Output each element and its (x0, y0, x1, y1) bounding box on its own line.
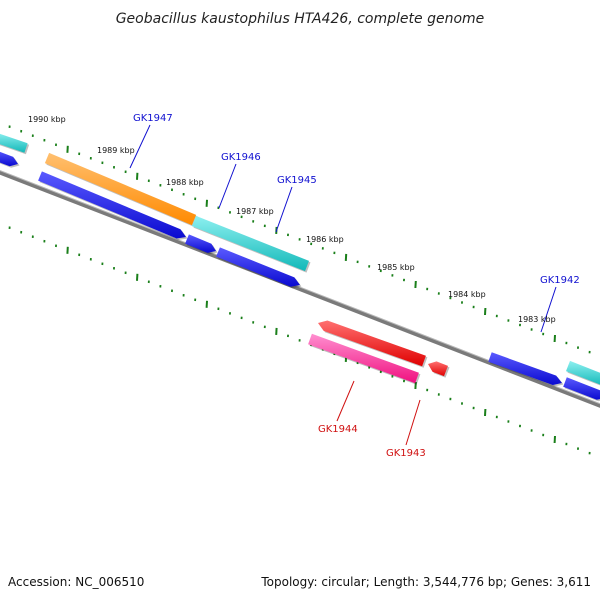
genome-backbone (0, 170, 600, 408)
gene-label-gk1945: GK1945 (277, 175, 317, 186)
cds-blue-arrow (185, 234, 218, 255)
kbp-label: 1987 kbp (236, 207, 274, 216)
cds-blue-arrow (563, 377, 600, 402)
kbp-label: 1989 kbp (97, 146, 135, 155)
cds-blue-arrow (38, 171, 188, 240)
cds-blue-arrow (216, 247, 302, 289)
cds-blue-arrow (488, 352, 564, 387)
feature-track (0, 133, 600, 402)
inner-tick-track (8, 226, 591, 455)
gene-label-gk1942: GK1942 (540, 275, 580, 286)
accession-label: Accession: NC_006510 (8, 575, 144, 589)
gene-label-gk1946: GK1946 (221, 152, 261, 163)
red-feature-gk1944 (318, 320, 428, 368)
callout-line (218, 163, 237, 209)
kbp-label: 1985 kbp (377, 263, 415, 272)
red-feature-small (428, 361, 450, 378)
outer-tick-track (8, 125, 591, 354)
kbp-label: 1986 kbp (306, 235, 344, 244)
kbp-label: 1984 kbp (448, 290, 486, 299)
gene-label-gk1943: GK1943 (386, 448, 426, 459)
map-title: Geobacillus kaustophilus HTA426, complet… (116, 11, 485, 27)
pink-feature-gk1943 (308, 333, 421, 385)
callout-line (336, 380, 355, 422)
kbp-label: 1990 kbp (28, 115, 66, 124)
orange-feature-gk1947 (44, 152, 198, 227)
cyan-feature-gk1946 (192, 215, 311, 273)
kbp-scale-labels: 1990 kbp 1989 kbp 1988 kbp 1987 kbp 1986 kbp… (28, 115, 556, 324)
gene-label-gk1944: GK1944 (318, 424, 358, 435)
cyan-feature-gk1942 (566, 360, 600, 386)
gene-label-gk1947: GK1947 (133, 113, 173, 124)
gene-callouts: GK1947 GK1946 GK1945 GK1942 GK1944 GK1943 (129, 113, 580, 459)
callout-line (405, 399, 421, 446)
kbp-label: 1988 kbp (166, 178, 204, 187)
callout-line (275, 186, 293, 233)
callout-line (129, 124, 151, 169)
callout-line (540, 286, 557, 333)
genome-summary: Topology: circular; Length: 3,544,776 bp… (260, 575, 591, 589)
cds-blue-arrow (0, 151, 20, 168)
cds-cyan-left (0, 133, 30, 155)
kbp-label: 1983 kbp (518, 315, 556, 324)
